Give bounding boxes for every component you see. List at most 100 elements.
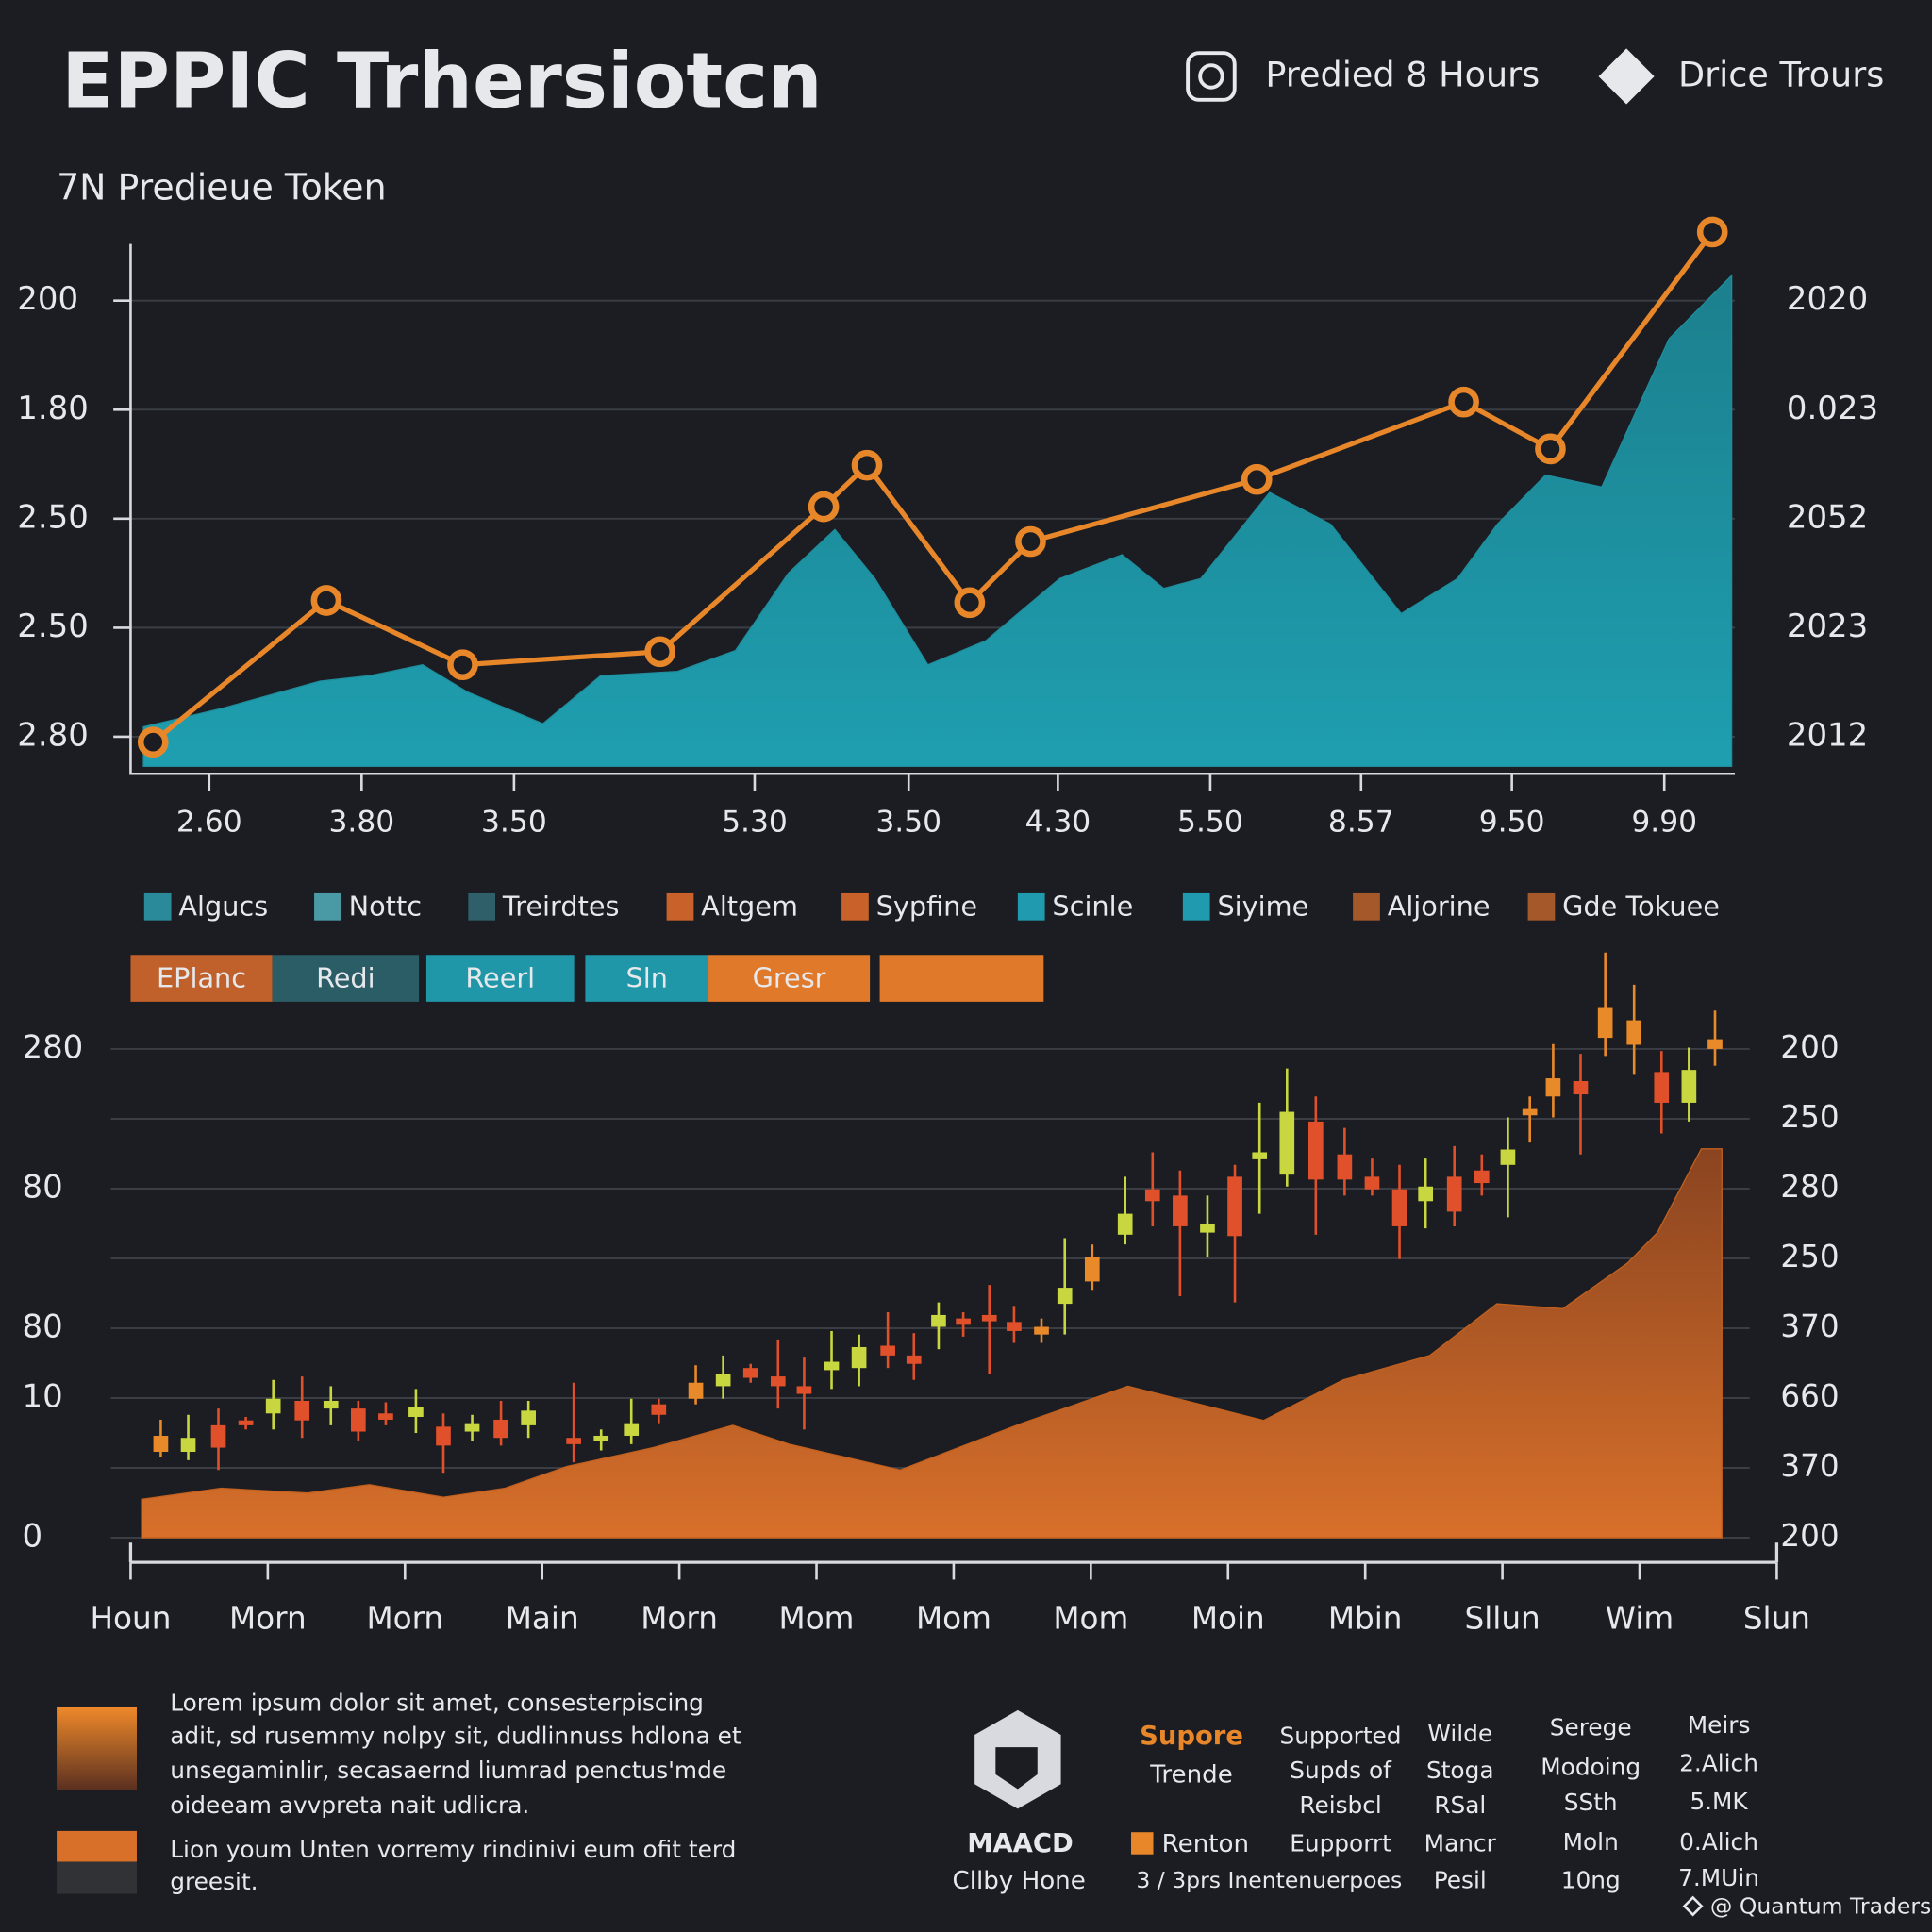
candle-body	[824, 1361, 840, 1371]
candle-body	[1446, 1176, 1462, 1212]
stat-text: Reisbcl	[1299, 1791, 1381, 1819]
candle-body	[715, 1374, 731, 1387]
candle-body	[436, 1426, 451, 1446]
point	[644, 636, 675, 668]
x-tick-label: 3.50	[875, 805, 941, 839]
candle-body	[1500, 1149, 1516, 1165]
point	[310, 585, 342, 616]
tab-label[interactable]: Reerl	[465, 961, 535, 993]
candle-body	[981, 1314, 997, 1322]
y2-tick-label: 370	[1780, 1308, 1839, 1344]
candle-body	[931, 1314, 946, 1327]
candle-body	[1474, 1170, 1490, 1184]
candle-body	[1681, 1070, 1697, 1103]
candle-body	[956, 1318, 971, 1325]
tab[interactable]	[708, 955, 871, 1002]
candle-body	[1337, 1154, 1353, 1180]
trend-note: 3 / 3prs Inentenuerpoes	[1136, 1867, 1402, 1893]
x-tick-label: Wim	[1606, 1601, 1674, 1637]
stat-text: Meirs	[1688, 1711, 1751, 1739]
candle-body	[1545, 1078, 1561, 1097]
stat-text: Supported	[1280, 1723, 1402, 1750]
header-link[interactable]: Predied 8 Hours	[1265, 54, 1540, 94]
candle-body	[323, 1400, 339, 1409]
candle-body	[1007, 1322, 1022, 1331]
candle-body	[378, 1413, 393, 1420]
point	[954, 587, 986, 619]
area	[142, 274, 1733, 768]
point	[1535, 433, 1566, 465]
x-tick-label: 9.50	[1479, 805, 1545, 839]
legend-label: Altgem	[701, 891, 798, 923]
legend-label: Scinle	[1052, 891, 1133, 923]
stat-text: Modoing	[1541, 1753, 1641, 1780]
x-tick-label: Morn	[641, 1601, 718, 1637]
candle-body	[1279, 1111, 1295, 1175]
candle-body	[408, 1407, 424, 1417]
camera-icon	[1186, 51, 1237, 102]
tab-label[interactable]: Sln	[626, 961, 668, 993]
point	[137, 726, 169, 758]
legend-swatch	[143, 892, 172, 921]
candle-body	[742, 1368, 758, 1378]
x-tick-label: 3.80	[328, 805, 394, 839]
candle-body	[1034, 1326, 1049, 1335]
tab[interactable]	[272, 955, 420, 1002]
candle-body	[624, 1423, 640, 1436]
candle-body	[688, 1382, 704, 1399]
tab[interactable]	[130, 955, 273, 1002]
candle-body	[1173, 1195, 1188, 1226]
stat-text: 0.Alich	[1679, 1828, 1758, 1856]
subtitle: 7N Predieue Token	[57, 167, 387, 208]
header-link[interactable]: Drice Trours	[1678, 54, 1884, 94]
legend-swatch	[1182, 892, 1210, 921]
y-tick-label: 1.80	[17, 390, 89, 427]
logo-mark	[995, 1747, 1038, 1790]
candle-body	[1200, 1223, 1215, 1233]
candle-body	[796, 1386, 812, 1394]
point	[1696, 216, 1728, 248]
y-tick-label: 80	[23, 1308, 63, 1346]
tab-label[interactable]: EPlanc	[157, 961, 246, 993]
legend-swatch	[314, 892, 341, 921]
y2-tick-label: 2020	[1787, 280, 1868, 318]
candle-body	[1227, 1176, 1242, 1237]
tab[interactable]	[585, 955, 709, 1002]
y2-tick-label: 250	[1780, 1239, 1839, 1274]
legend-swatch	[841, 892, 869, 921]
x-tick-label: 8.57	[1328, 805, 1394, 839]
logo-subtitle: Cllby Hone	[953, 1867, 1086, 1895]
area	[141, 1148, 1723, 1539]
x-tick-label: Moin	[1191, 1601, 1265, 1637]
x-tick-label: Mom	[779, 1601, 855, 1637]
candle-body	[1654, 1072, 1670, 1103]
tab-label[interactable]: Gresr	[753, 961, 826, 993]
stat-text: 5.MK	[1690, 1788, 1748, 1815]
stat-text: Wilde	[1427, 1720, 1492, 1747]
tab-label[interactable]: Redi	[316, 961, 375, 993]
stat-text: Pesil	[1434, 1866, 1487, 1893]
tab-blank[interactable]	[879, 955, 1044, 1002]
x-tick-label: Houn	[91, 1601, 172, 1637]
x-tick-label: Morn	[229, 1601, 307, 1637]
candle-body	[180, 1438, 196, 1453]
x-tick-label: Morn	[366, 1601, 443, 1637]
tab[interactable]	[425, 955, 575, 1002]
candle-body	[265, 1398, 281, 1414]
candle-body	[1364, 1176, 1380, 1190]
candle-body	[1057, 1288, 1073, 1305]
camera-icon-lens	[1198, 63, 1224, 90]
note-swatch	[57, 1830, 137, 1862]
stat-text: Supds of	[1290, 1757, 1392, 1784]
stat-text: Eupporrt	[1290, 1829, 1391, 1857]
x-tick-label: 2.60	[176, 805, 242, 839]
y2-tick-label: 250	[1780, 1099, 1839, 1135]
x-tick-label: Mom	[1053, 1601, 1128, 1637]
x-tick-label: 5.30	[722, 805, 788, 839]
credit-icon	[1682, 1895, 1704, 1917]
x-tick-label: 9.90	[1631, 805, 1697, 839]
point	[447, 649, 478, 681]
x-tick-label: Slun	[1743, 1601, 1810, 1637]
